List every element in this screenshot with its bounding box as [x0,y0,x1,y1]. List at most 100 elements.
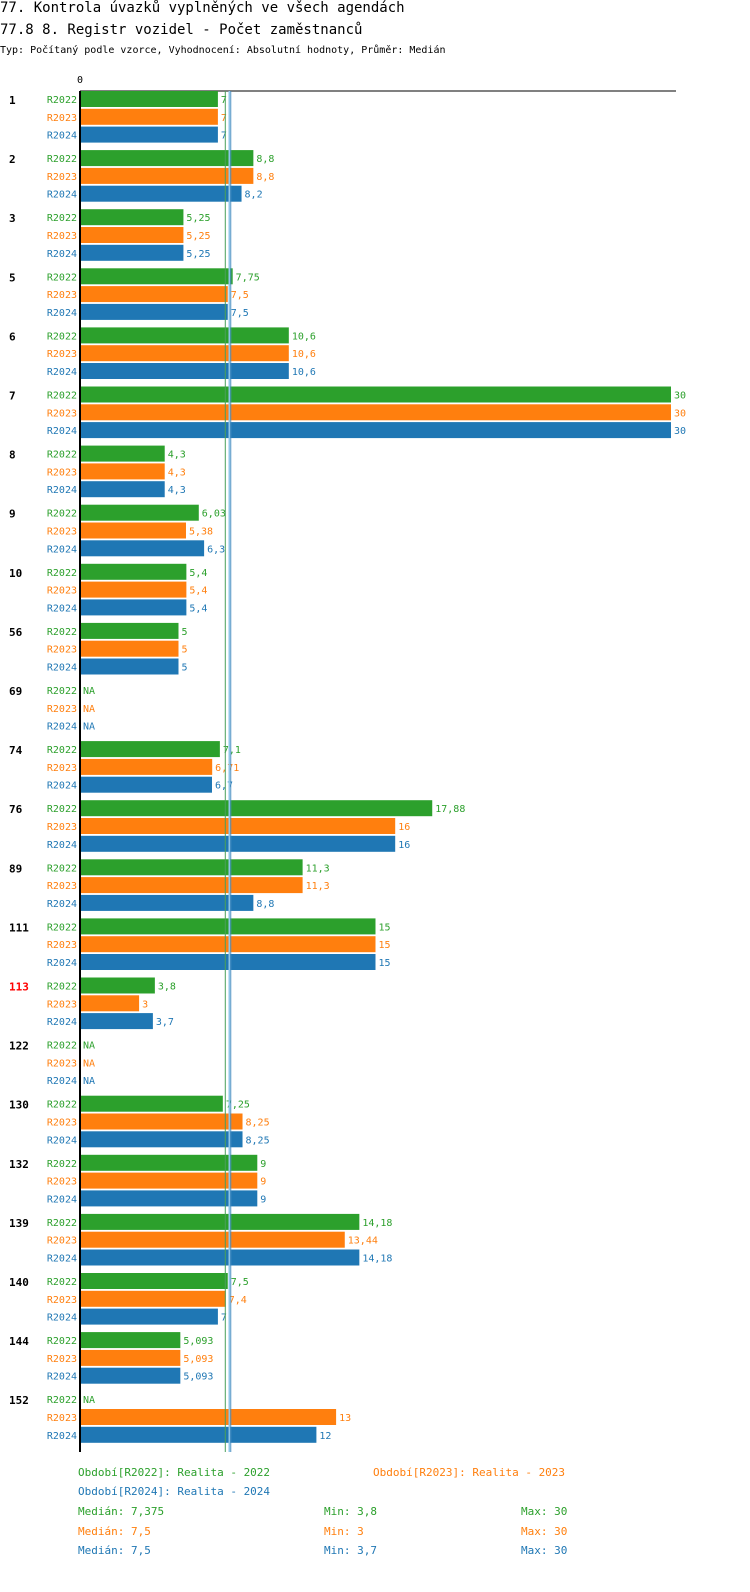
data-label: 9 [260,1177,266,1188]
legend-median-r2024: Medián: 7,5 [78,1544,151,1557]
data-label: 5,093 [183,1336,213,1347]
bar [80,286,228,303]
series-label: R2022 [47,686,77,697]
legend-period-r2024: Období[R2024]: Realita - 2024 [78,1485,271,1498]
data-label: 3 [142,999,148,1010]
bar [80,859,303,876]
category-label: 10 [9,567,22,580]
data-label: 7,4 [229,1295,247,1306]
data-label: 17,88 [435,804,465,815]
category-label: 130 [9,1099,29,1112]
legend-period-r2022: Období[R2022]: Realita - 2022 [78,1466,271,1479]
series-label: R2023 [47,1236,77,1247]
data-label: 30 [674,408,686,419]
bar [80,1172,258,1189]
series-label: R2022 [47,1041,77,1052]
category-label: 5 [9,271,16,284]
bar [80,91,218,107]
series-label: R2024 [47,663,77,674]
series-label: R2024 [47,781,77,792]
data-label: NA [83,704,95,715]
category-label: 89 [9,862,22,875]
bar [80,936,376,953]
data-label: 12 [319,1431,331,1442]
data-label: 5,4 [189,568,207,579]
series-label: R2024 [47,426,77,437]
bar [80,835,396,852]
bar-chart: 0 1 R2022 7 R2023 7 R2024 7 2 R2022 8,8 R2023 8,8 R20… [9,75,686,1452]
bar [80,995,140,1012]
bar [80,894,254,911]
series-label: R2022 [47,1336,77,1347]
series-label: R2023 [47,586,77,597]
bar [80,1332,181,1349]
chart-subtitle: 77.8 8. Registr vozidel - Počet zaměstna… [0,22,363,38]
series-label: R2022 [47,154,77,165]
bar [80,622,179,639]
legend-period-r2023: Období[R2023]: Realita - 2023 [373,1466,566,1479]
bar [80,1213,360,1230]
series-label: R2023 [47,1295,77,1306]
series-label: R2023 [47,1354,77,1365]
data-label: 8,8 [256,899,274,910]
category-label: 2 [9,153,16,166]
data-label: 6,71 [215,763,239,774]
bar [80,1273,228,1289]
bar [80,445,165,462]
data-label: 7 [221,1313,227,1324]
data-label: 10,6 [292,367,316,378]
series-label: R2022 [47,1218,77,1229]
series-label: R2024 [47,190,77,201]
bar [80,563,187,580]
series-label: R2024 [47,367,77,378]
data-label: NA [83,686,95,697]
data-label: 5,38 [189,527,213,538]
bar [80,481,165,498]
category-label: 76 [9,803,23,816]
bar [80,386,671,403]
bar [80,345,289,362]
series-label: R2024 [47,840,77,851]
bar [80,658,179,675]
series-label: R2022 [47,745,77,756]
legend-min-r2023: Min: 3 [324,1525,364,1538]
series-label: R2022 [47,1277,77,1288]
bar [80,150,254,167]
bar [80,1290,226,1307]
data-label: 7,5 [231,308,249,319]
bar [80,209,184,226]
data-label: 8,2 [245,190,263,201]
category-label: 139 [9,1217,29,1230]
series-label: R2024 [47,1194,77,1205]
data-label: 15 [379,922,391,933]
series-label: R2024 [47,722,77,733]
bar [80,1367,181,1384]
series-label: R2023 [47,172,77,183]
series-label: R2023 [47,408,77,419]
data-label: 3,8 [158,982,176,993]
series-label: R2022 [47,391,77,402]
series-label: R2022 [47,213,77,224]
data-label: 11,3 [306,863,330,874]
series-label: R2022 [47,1100,77,1111]
series-label: R2022 [47,331,77,342]
data-label: 5 [182,663,188,674]
data-label: NA [83,1058,95,1069]
category-label: 8 [9,449,16,462]
legend-max-r2022: Max: 30 [521,1505,568,1518]
series-label: R2023 [47,290,77,301]
legend-min-r2024: Min: 3,7 [324,1544,377,1557]
series-label: R2024 [47,1372,77,1383]
bar [80,877,303,894]
data-label: 4,3 [168,485,186,496]
bar [80,1113,243,1130]
bar [80,599,187,616]
series-label: R2023 [47,881,77,892]
data-label: 8,25 [246,1118,270,1129]
data-label: 10,6 [292,349,316,360]
bar [80,422,671,439]
series-label: R2022 [47,804,77,815]
data-label: NA [83,722,95,733]
data-label: 7 [221,95,227,106]
category-label: 1 [9,94,16,107]
